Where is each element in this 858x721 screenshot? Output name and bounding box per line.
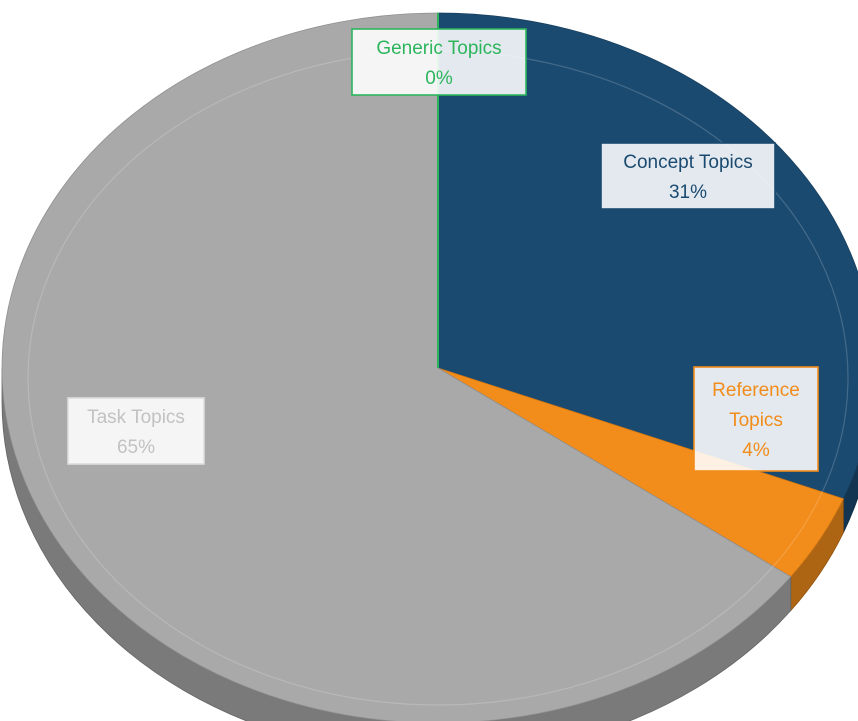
label-box bbox=[693, 366, 819, 472]
label-box bbox=[67, 397, 205, 465]
label-box bbox=[351, 28, 527, 96]
slice-task-topics bbox=[1, 12, 792, 721]
label-box bbox=[600, 142, 776, 210]
label-percent: 65% bbox=[117, 437, 155, 458]
label-name: Task Topics bbox=[87, 407, 185, 428]
label-percent: 0% bbox=[425, 68, 453, 89]
pie-depth-layer bbox=[1, 367, 858, 721]
slice-side-task-topics bbox=[1, 367, 792, 721]
label-name: Generic Topics bbox=[376, 38, 501, 59]
pie-labels-layer: Concept Topics 31% Reference Topics 4% Task T… bbox=[67, 28, 819, 472]
label-reference-topics: Reference Topics 4% bbox=[693, 366, 819, 472]
label-name: Reference bbox=[712, 380, 800, 401]
label-percent: 31% bbox=[669, 182, 707, 203]
label-task-topics: Task Topics 65% bbox=[67, 397, 205, 465]
label-generic-topics: Generic Topics 0% bbox=[351, 28, 527, 96]
label-concept-topics: Concept Topics 31% bbox=[600, 142, 776, 210]
label-name: Topics bbox=[729, 410, 783, 431]
label-name: Concept Topics bbox=[623, 152, 753, 173]
label-percent: 4% bbox=[742, 440, 770, 461]
